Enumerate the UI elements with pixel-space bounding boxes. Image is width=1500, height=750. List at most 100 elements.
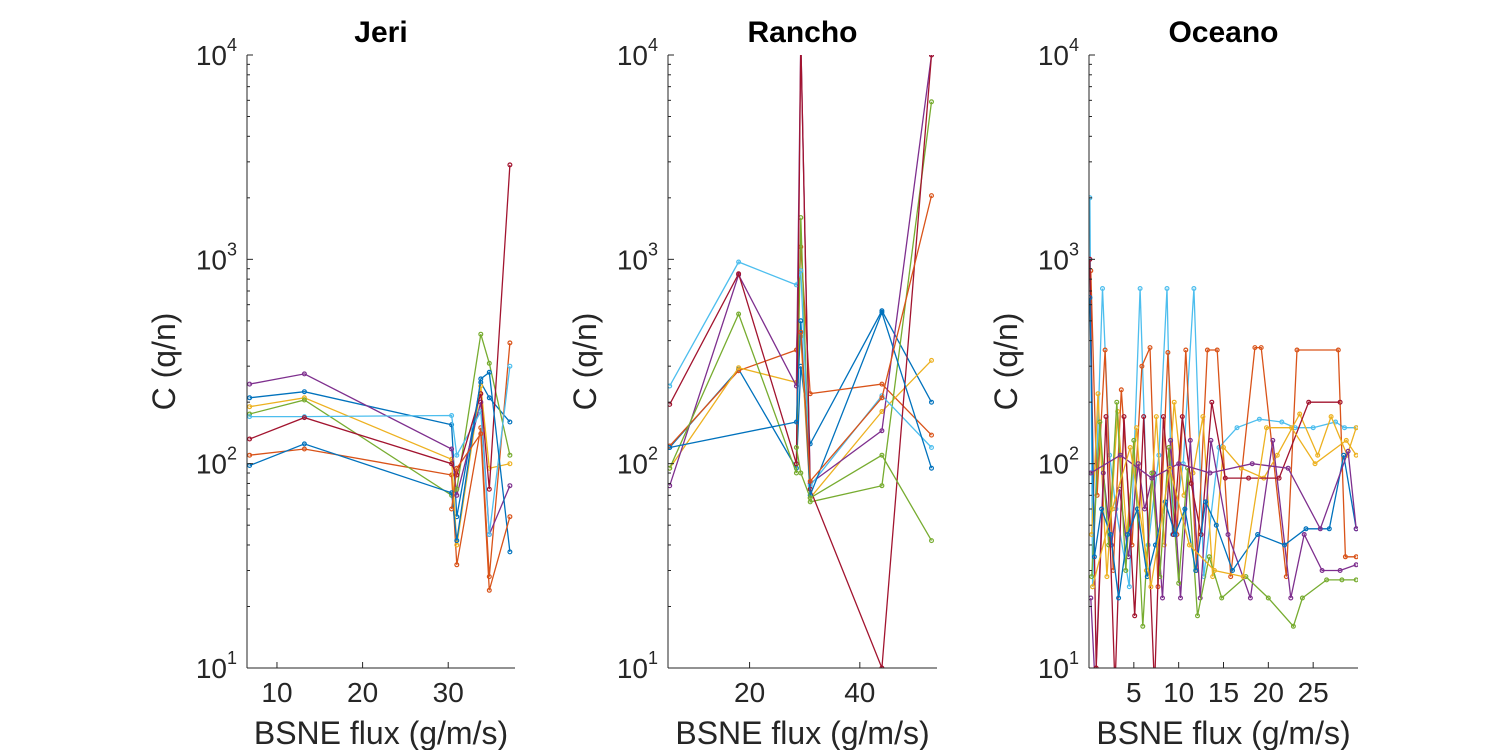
data-point — [1188, 481, 1194, 487]
data-point — [1142, 506, 1148, 512]
series-line-9 — [1091, 427, 1357, 587]
data-point — [928, 538, 934, 544]
data-point — [668, 445, 673, 450]
data-point — [1225, 531, 1231, 537]
data-point — [736, 271, 742, 277]
data-point — [1116, 595, 1122, 601]
series-line-9 — [450, 431, 511, 591]
data-point — [449, 456, 455, 462]
data-point — [879, 309, 885, 315]
data-point — [807, 495, 813, 501]
data-point — [879, 381, 885, 387]
data-point — [1133, 425, 1139, 431]
data-point — [301, 397, 307, 403]
data-point — [247, 411, 253, 417]
data-point — [454, 486, 460, 492]
data-point — [449, 446, 455, 452]
data-point — [1194, 613, 1200, 619]
data-point — [1099, 286, 1105, 292]
data-point — [1301, 531, 1307, 537]
data-point — [1319, 567, 1325, 573]
data-point — [507, 162, 513, 168]
data-point — [1149, 475, 1155, 481]
data-point — [1167, 465, 1173, 471]
x-tick-label: 20 — [347, 677, 378, 708]
data-point — [1288, 595, 1294, 601]
data-point — [449, 413, 455, 419]
data-point — [1219, 595, 1225, 601]
x-axis-label: BSNE flux (g/m/s) — [1096, 715, 1350, 750]
data-point — [1104, 574, 1110, 580]
data-point — [454, 492, 460, 498]
data-point — [1126, 584, 1132, 590]
series-group — [668, 55, 934, 668]
x-tick-label: 20 — [734, 677, 765, 708]
panel-title: Jeri — [354, 16, 407, 49]
data-point — [1090, 584, 1096, 590]
x-axis-label: BSNE flux (g/m/s) — [675, 715, 929, 750]
data-point — [1137, 286, 1143, 292]
data-point — [1117, 452, 1123, 458]
data-point — [1118, 387, 1124, 393]
data-point — [1089, 595, 1094, 601]
data-point — [1094, 492, 1100, 498]
series-line-4 — [1090, 440, 1357, 668]
data-point — [1089, 295, 1093, 301]
data-point — [1153, 414, 1159, 420]
data-point — [449, 422, 455, 428]
data-point — [879, 395, 885, 401]
data-point — [478, 431, 484, 437]
data-point — [1343, 437, 1349, 443]
data-point — [1171, 399, 1177, 405]
data-point — [1312, 461, 1318, 467]
data-point — [1310, 425, 1316, 431]
y-tick-label: 102 — [196, 444, 237, 480]
data-point — [793, 461, 799, 467]
y-axis-label: C (q/n) — [988, 313, 1024, 411]
y-tick-label: 103 — [617, 239, 658, 275]
x-tick-label: 5 — [1126, 677, 1142, 708]
data-point — [1246, 475, 1252, 481]
data-point — [301, 446, 307, 452]
series-line-8 — [1090, 451, 1357, 531]
data-point — [1166, 445, 1172, 451]
data-point — [1270, 437, 1276, 443]
data-point — [1204, 347, 1210, 353]
data-point — [1353, 425, 1358, 431]
data-point — [1191, 286, 1197, 292]
data-point — [1211, 567, 1217, 573]
data-point — [478, 383, 484, 389]
data-point — [1193, 567, 1199, 573]
data-point — [928, 193, 934, 199]
data-point — [807, 478, 813, 484]
data-point — [798, 318, 804, 324]
data-point — [668, 383, 673, 389]
data-point — [507, 549, 513, 555]
data-point — [928, 432, 934, 438]
y-tick-label: 101 — [617, 648, 658, 684]
data-point — [1159, 595, 1165, 601]
data-point — [478, 376, 484, 382]
data-point — [928, 445, 934, 451]
data-point — [1114, 399, 1120, 405]
data-point — [454, 465, 460, 471]
data-point — [1131, 437, 1137, 443]
data-point — [486, 395, 492, 401]
panel-oceano: 101 102 103 104 5 10 15 20 25 Oceano BSNE flux (g/… — [988, 16, 1358, 750]
data-point — [486, 369, 492, 375]
data-point — [1149, 470, 1155, 476]
data-point — [1099, 506, 1105, 512]
data-point — [1303, 526, 1309, 532]
data-point — [507, 461, 513, 467]
data-point — [1187, 437, 1193, 443]
data-point — [1127, 445, 1133, 451]
data-point — [1140, 623, 1146, 629]
data-point — [793, 419, 799, 425]
data-point — [928, 357, 934, 363]
data-point — [879, 452, 885, 458]
data-point — [1247, 595, 1253, 601]
data-point — [486, 587, 492, 593]
x-tick-label: 15 — [1208, 677, 1239, 708]
data-point — [454, 452, 460, 458]
